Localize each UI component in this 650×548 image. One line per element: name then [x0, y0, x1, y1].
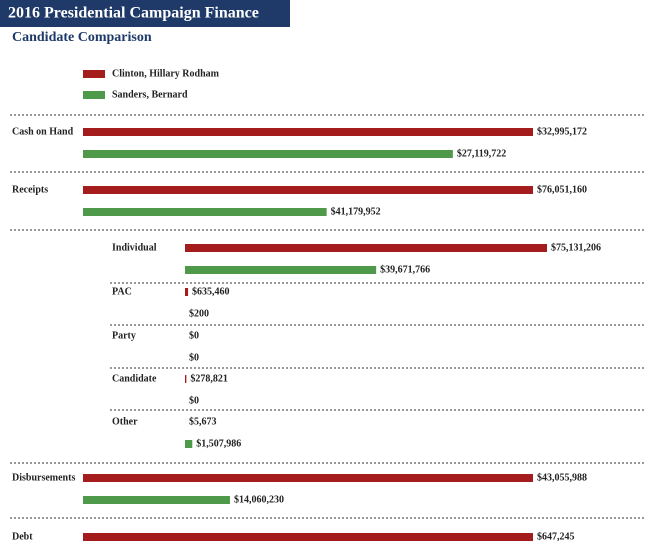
value-label: $1,507,986 — [196, 438, 241, 449]
bar — [83, 474, 533, 482]
value-label: $278,821 — [190, 373, 228, 384]
value-label: $0 — [189, 330, 199, 341]
bar — [185, 375, 187, 383]
title-box — [0, 0, 290, 27]
bar — [83, 208, 327, 216]
bar — [83, 496, 230, 504]
bar — [185, 266, 377, 274]
subcategory-label: Candidate — [112, 373, 157, 384]
bar — [83, 150, 453, 158]
value-label: $32,995,172 — [537, 126, 587, 137]
subcategory-label: PAC — [112, 286, 132, 297]
legend-label: Sanders, Bernard — [112, 89, 188, 100]
value-label: $647,245 — [537, 531, 575, 542]
category-label: Cash on Hand — [12, 126, 74, 137]
value-label: $39,671,766 — [380, 264, 430, 275]
bar — [83, 533, 533, 541]
value-label: $0 — [189, 352, 199, 363]
value-label: $14,060,230 — [234, 494, 284, 505]
bar — [185, 288, 189, 296]
legend-swatch — [83, 70, 105, 78]
chart-title: 2016 Presidential Campaign Finance — [8, 5, 259, 22]
value-label: $75,131,206 — [551, 242, 601, 253]
bar — [83, 128, 533, 136]
bar — [185, 440, 193, 448]
value-label: $41,179,952 — [331, 206, 381, 217]
bar — [185, 244, 547, 252]
chart-subtitle: Candidate Comparison — [12, 30, 152, 45]
bar — [83, 186, 533, 194]
legend-swatch — [83, 91, 105, 99]
category-label: Receipts — [12, 184, 48, 195]
category-label: Debt — [12, 531, 33, 542]
value-label: $27,119,722 — [457, 148, 506, 159]
legend-label: Clinton, Hillary Rodham — [112, 68, 220, 79]
subcategory-label: Party — [112, 330, 136, 341]
category-label: Disbursements — [12, 472, 75, 483]
subcategory-label: Individual — [112, 242, 157, 253]
value-label: $0 — [189, 395, 199, 406]
value-label: $43,055,988 — [537, 472, 587, 483]
value-label: $76,051,160 — [537, 184, 587, 195]
subcategory-label: Other — [112, 416, 138, 427]
value-label: $200 — [189, 308, 209, 319]
value-label: $5,673 — [189, 416, 217, 427]
value-label: $635,460 — [192, 286, 230, 297]
